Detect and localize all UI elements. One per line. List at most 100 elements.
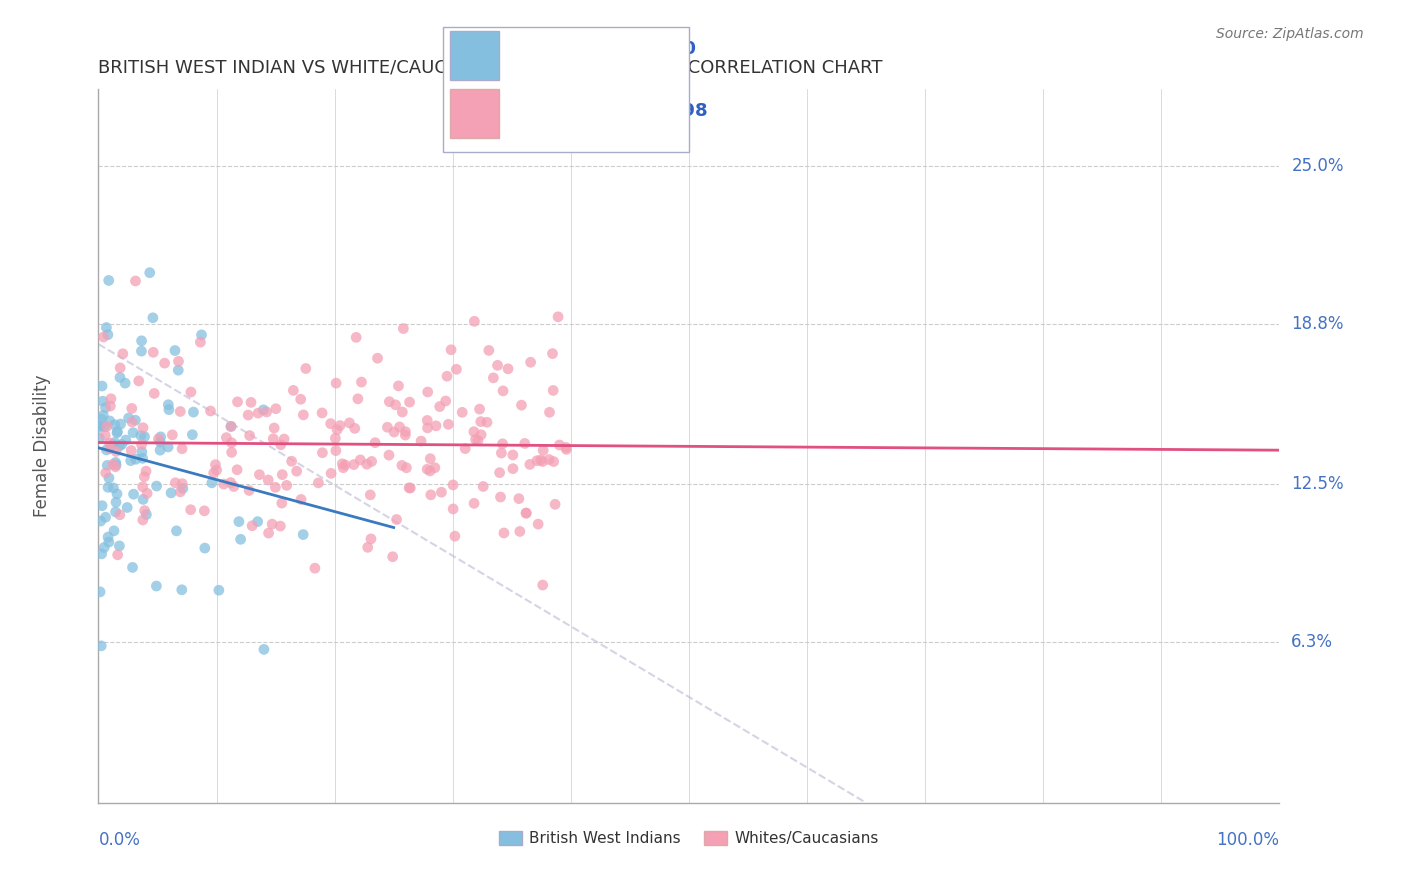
- British West Indians: [104, 505, 127, 519]
- Whites/Caucasians: [142, 345, 165, 359]
- Whites/Caucasians: [392, 321, 415, 335]
- Whites/Caucasians: [270, 438, 292, 452]
- Whites/Caucasians: [491, 437, 513, 451]
- Whites/Caucasians: [280, 454, 302, 468]
- Whites/Caucasians: [120, 443, 142, 458]
- Whites/Caucasians: [136, 486, 159, 500]
- Whites/Caucasians: [304, 561, 326, 575]
- Whites/Caucasians: [143, 386, 166, 401]
- Whites/Caucasians: [226, 463, 249, 477]
- Whites/Caucasians: [257, 526, 280, 541]
- Whites/Caucasians: [271, 467, 294, 482]
- British West Indians: [104, 417, 127, 432]
- British West Indians: [91, 409, 114, 423]
- Whites/Caucasians: [264, 401, 287, 416]
- Whites/Caucasians: [519, 355, 541, 369]
- British West Indians: [97, 480, 120, 494]
- British West Indians: [134, 430, 156, 444]
- British West Indians: [208, 583, 231, 598]
- Whites/Caucasians: [491, 446, 513, 460]
- British West Indians: [87, 420, 110, 434]
- Whites/Caucasians: [307, 475, 329, 490]
- Whites/Caucasians: [204, 458, 226, 472]
- Whites/Caucasians: [429, 400, 451, 414]
- Whites/Caucasians: [193, 504, 215, 518]
- British West Indians: [132, 492, 155, 507]
- Whites/Caucasians: [169, 404, 191, 418]
- Whites/Caucasians: [488, 466, 510, 480]
- Whites/Caucasians: [391, 458, 413, 473]
- Whites/Caucasians: [377, 420, 399, 434]
- Whites/Caucasians: [531, 454, 554, 468]
- Whites/Caucasians: [98, 442, 121, 456]
- British West Indians: [115, 500, 138, 515]
- Whites/Caucasians: [394, 428, 416, 442]
- Whites/Caucasians: [319, 417, 342, 431]
- Whites/Caucasians: [423, 460, 446, 475]
- Whites/Caucasians: [437, 417, 460, 432]
- Whites/Caucasians: [332, 460, 354, 475]
- Whites/Caucasians: [446, 362, 468, 376]
- British West Indians: [90, 514, 112, 528]
- British West Indians: [96, 320, 118, 334]
- Whites/Caucasians: [326, 423, 349, 437]
- Whites/Caucasians: [107, 548, 129, 562]
- Whites/Caucasians: [409, 434, 432, 448]
- Whites/Caucasians: [543, 454, 565, 468]
- Text: R =: R =: [509, 40, 548, 58]
- British West Indians: [90, 412, 112, 426]
- British West Indians: [170, 582, 193, 597]
- Whites/Caucasians: [269, 519, 291, 533]
- Whites/Caucasians: [513, 436, 536, 450]
- Whites/Caucasians: [131, 437, 153, 451]
- Whites/Caucasians: [555, 442, 578, 457]
- British West Indians: [190, 327, 212, 342]
- Whites/Caucasians: [270, 496, 292, 510]
- Whites/Caucasians: [349, 453, 371, 467]
- Text: 6.3%: 6.3%: [1291, 633, 1333, 651]
- Text: R =: R =: [509, 103, 548, 120]
- Text: -0.184: -0.184: [562, 103, 627, 120]
- Whites/Caucasians: [541, 346, 564, 360]
- British West Indians: [104, 435, 127, 450]
- Whites/Caucasians: [381, 549, 404, 564]
- Whites/Caucasians: [463, 496, 485, 510]
- Whites/Caucasians: [434, 394, 457, 409]
- Whites/Caucasians: [387, 379, 409, 393]
- Whites/Caucasians: [454, 442, 477, 456]
- Whites/Caucasians: [276, 478, 298, 492]
- British West Indians: [246, 515, 269, 529]
- Whites/Caucasians: [325, 443, 347, 458]
- Whites/Caucasians: [416, 462, 439, 476]
- British West Indians: [97, 530, 120, 544]
- British West Indians: [124, 413, 146, 427]
- British West Indians: [229, 533, 252, 547]
- Whites/Caucasians: [105, 444, 128, 458]
- Whites/Caucasians: [508, 491, 530, 506]
- British West Indians: [252, 403, 274, 417]
- Whites/Caucasians: [212, 477, 235, 491]
- Whites/Caucasians: [544, 497, 567, 511]
- Whites/Caucasians: [538, 452, 561, 467]
- Whites/Caucasians: [256, 405, 278, 419]
- British West Indians: [110, 417, 132, 431]
- British West Indians: [89, 585, 111, 599]
- Whites/Caucasians: [343, 421, 366, 435]
- British West Indians: [93, 541, 115, 555]
- Whites/Caucasians: [330, 457, 353, 471]
- Whites/Caucasians: [472, 479, 495, 493]
- British West Indians: [105, 425, 128, 440]
- Whites/Caucasians: [202, 466, 225, 480]
- Whites/Caucasians: [319, 467, 342, 481]
- British West Indians: [97, 273, 120, 287]
- British West Indians: [108, 539, 131, 553]
- British West Indians: [292, 527, 315, 541]
- Whites/Caucasians: [502, 461, 524, 475]
- Whites/Caucasians: [515, 506, 537, 520]
- Whites/Caucasians: [128, 374, 150, 388]
- Whites/Caucasians: [236, 408, 259, 422]
- British West Indians: [103, 481, 125, 495]
- British West Indians: [194, 541, 217, 555]
- Whites/Caucasians: [132, 513, 155, 527]
- Whites/Caucasians: [249, 467, 271, 482]
